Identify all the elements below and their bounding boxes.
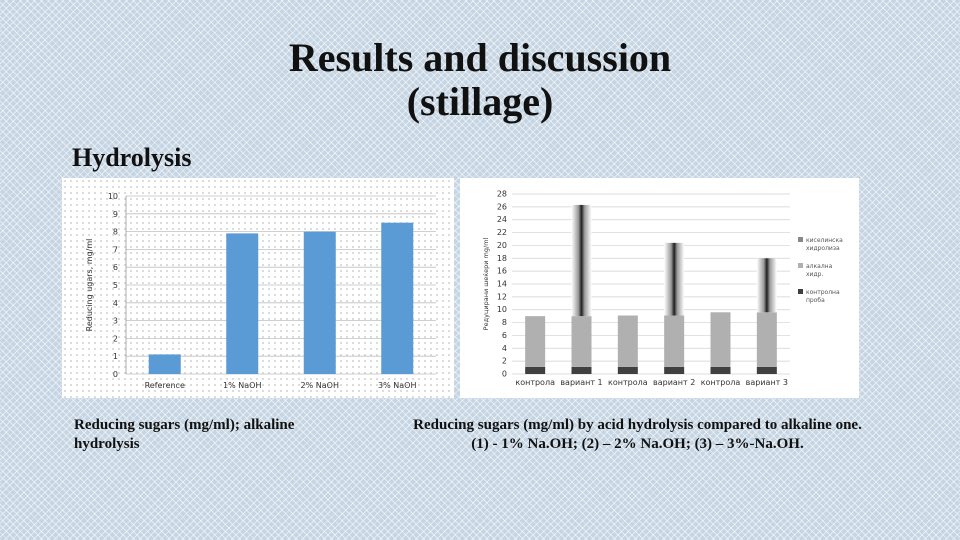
stacked-bar-segment bbox=[617, 366, 638, 374]
x-tick-label: 3% NaOH bbox=[378, 381, 416, 390]
x-tick-label: 2% NaOH bbox=[301, 381, 339, 390]
y-tick-label: 8 bbox=[502, 318, 507, 327]
y-tick-label: 5 bbox=[113, 281, 118, 290]
y-tick-label: 18 bbox=[497, 254, 507, 263]
y-tick-label: 16 bbox=[497, 267, 507, 276]
section-label: Hydrolysis bbox=[72, 143, 192, 172]
y-tick-label: 10 bbox=[108, 192, 118, 201]
x-tick-label: контрола bbox=[701, 378, 741, 387]
stacked-bar-segment bbox=[571, 316, 592, 367]
y-tick-label: 6 bbox=[113, 263, 118, 272]
stacked-bar-segment bbox=[525, 366, 546, 374]
legend-entry: алкална хидр. bbox=[806, 263, 833, 278]
alkaline-chart-svg: 0 1 2 3 4 5 6 7 8 9 10 Reference 1% NaOH 2% NaOH 3% Na… bbox=[85, 192, 436, 390]
stacked-bar-segment bbox=[664, 315, 685, 367]
y-tick-label: 9 bbox=[113, 210, 118, 219]
bar bbox=[226, 233, 259, 374]
bar bbox=[303, 231, 336, 374]
y-tick-label: 0 bbox=[113, 370, 118, 379]
stacked-bar-segment bbox=[756, 312, 777, 367]
stacked-bar-segment bbox=[664, 366, 685, 374]
y-tick-label: 8 bbox=[113, 228, 118, 237]
x-tick-label: вариант 1 bbox=[560, 378, 602, 387]
y-axis-label: Редуцирани шеќери mg/ml bbox=[482, 237, 490, 330]
x-tick-label: контрола bbox=[515, 378, 555, 387]
x-tick-label: Reference bbox=[145, 381, 185, 390]
y-tick-label: 2 bbox=[113, 334, 118, 343]
legend-swatch bbox=[798, 263, 803, 268]
y-tick-label: 24 bbox=[497, 215, 507, 224]
stacked-bar-segment bbox=[756, 366, 777, 374]
y-tick-label: 2 bbox=[502, 357, 507, 366]
y-tick-label: 20 bbox=[497, 241, 507, 250]
y-tick-label: 0 bbox=[502, 370, 507, 379]
bar bbox=[148, 354, 181, 374]
acid-vs-alkaline-chart: 0 2 4 6 8 10 12 14 16 18 20 22 24 26 28 контрола вариант… bbox=[460, 178, 859, 398]
legend-swatch bbox=[798, 237, 803, 242]
x-tick-label: вариант 2 bbox=[653, 378, 695, 387]
stacked-bar-segment bbox=[756, 258, 777, 313]
y-tick-label: 12 bbox=[497, 292, 507, 301]
y-tick-label: 14 bbox=[497, 280, 507, 289]
title-line-2: (stillage) bbox=[406, 79, 554, 124]
x-tick-label: вариант 3 bbox=[746, 378, 788, 387]
y-tick-label: 7 bbox=[113, 245, 118, 254]
stacked-bar-segment bbox=[525, 316, 546, 367]
y-tick-label: 10 bbox=[497, 305, 507, 314]
y-tick-label: 1 bbox=[113, 352, 118, 361]
y-tick-label: 6 bbox=[502, 331, 507, 340]
legend-swatch bbox=[798, 289, 803, 294]
y-tick-label: 4 bbox=[113, 299, 118, 308]
y-tick-label: 28 bbox=[497, 190, 507, 199]
stacked-bar-segment bbox=[664, 242, 685, 316]
stacked-bar-segment bbox=[710, 312, 731, 367]
caption-right: Reducing sugars (mg/ml) by acid hydrolys… bbox=[413, 417, 862, 452]
y-axis-label: Reducing ugars, mg/ml bbox=[85, 239, 94, 332]
slide-title: Results and discussion (stillage) bbox=[0, 36, 960, 124]
legend-entry: киселинска хидролиза bbox=[806, 237, 843, 252]
alkaline-hydrolysis-chart: 0 1 2 3 4 5 6 7 8 9 10 Reference 1% NaOH 2% NaOH 3% Na… bbox=[62, 178, 454, 398]
x-tick-label: контрола bbox=[608, 378, 648, 387]
caption-left: Reducing sugars (mg/ml); alkaline hydrol… bbox=[74, 417, 295, 452]
bar bbox=[381, 222, 414, 374]
stacked-bar-segment bbox=[617, 315, 638, 367]
y-tick-label: 4 bbox=[502, 344, 507, 353]
y-tick-label: 26 bbox=[497, 202, 507, 211]
stacked-bar-segment bbox=[571, 204, 592, 317]
stacked-bar-segment bbox=[571, 366, 592, 374]
stacked-bar-segment bbox=[710, 366, 731, 374]
legend-entry: контролна проба bbox=[806, 289, 840, 304]
x-tick-label: 1% NaOH bbox=[223, 381, 261, 390]
title-line-1: Results and discussion bbox=[288, 35, 672, 80]
y-tick-label: 3 bbox=[113, 317, 118, 326]
y-tick-label: 22 bbox=[497, 228, 507, 237]
